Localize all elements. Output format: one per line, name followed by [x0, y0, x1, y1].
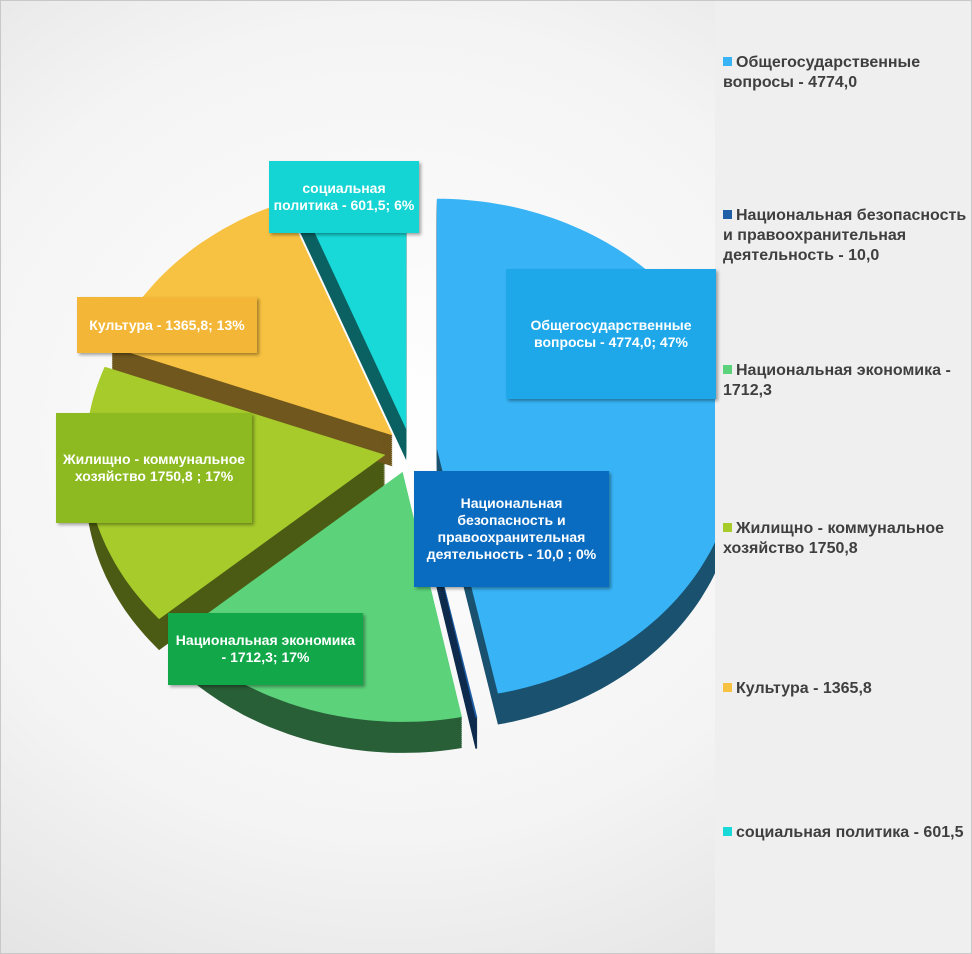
legend-text: Национальная безопасность и правоохранит…: [723, 207, 967, 264]
legend-text: Общегосударственные вопросы - 4774,0: [723, 54, 921, 91]
legend-key: [723, 57, 732, 66]
legend-key: [723, 683, 732, 692]
legend-key: [723, 210, 732, 219]
legend-item: Общегосударственные вопросы - 4774,0: [723, 53, 968, 93]
legend-key: [723, 365, 732, 374]
slice: [297, 179, 407, 430]
data-label: Общегосударственные вопросы - 4774,0; 47…: [506, 269, 716, 399]
legend-item: Культура - 1365,8: [723, 679, 968, 699]
legend-text: Культура - 1365,8: [736, 680, 872, 697]
legend-text: социальная политика - 601,5: [736, 824, 964, 841]
legend-item: Национальная безопасность и правоохранит…: [723, 206, 968, 266]
data-label: Национальная безопасность и правоохранит…: [414, 471, 609, 587]
data-label: социальная политика - 601,5; 6%: [269, 161, 419, 233]
legend-text: Национальная экономика - 1712,3: [723, 362, 951, 399]
legend-text: Жилищно - коммунальное хозяйство 1750,8: [723, 520, 945, 557]
legend-key: [723, 523, 732, 532]
data-label: Культура - 1365,8; 13%: [77, 297, 257, 353]
legend-panel: [715, 1, 971, 953]
data-label: Национальная экономика - 1712,3; 17%: [168, 613, 363, 685]
legend-key: [723, 827, 732, 836]
legend-item: Жилищно - коммунальное хозяйство 1750,8: [723, 519, 968, 559]
data-label: Жилищно - коммунальное хозяйство 1750,8 …: [56, 413, 252, 523]
legend-item: социальная политика - 601,5: [723, 823, 968, 843]
legend-item: Национальная экономика - 1712,3: [723, 361, 968, 401]
